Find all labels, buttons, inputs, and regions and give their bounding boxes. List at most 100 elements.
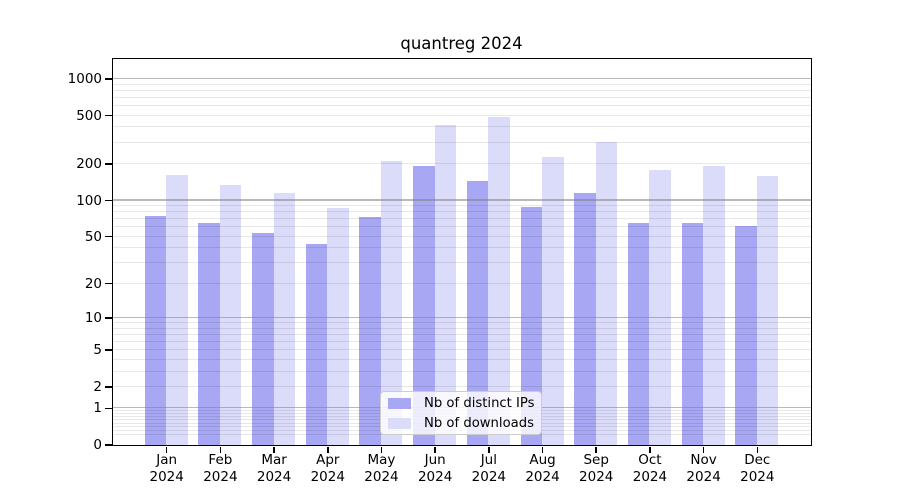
y-tick-label: 10 <box>84 309 102 326</box>
gridline-minor <box>112 105 811 107</box>
bar-oct-nb-of-downloads <box>649 169 671 445</box>
bar-sep-nb-of-downloads <box>595 142 618 445</box>
gridline-minor <box>112 126 811 128</box>
gridline-minor <box>112 385 811 387</box>
bar-may-nb-of-downloads <box>380 161 403 445</box>
gridline-minor <box>112 358 811 360</box>
x-tick <box>380 446 383 453</box>
x-tick <box>219 446 222 453</box>
x-tick-label: Oct 2024 <box>632 452 668 485</box>
plot-area <box>111 57 812 446</box>
y-tick <box>104 407 112 410</box>
legend-label-downloads: Nb of downloads <box>424 415 534 431</box>
y-tick-label: 5 <box>93 342 102 359</box>
legend-label-distinct-ips: Nb of distinct IPs <box>424 395 535 411</box>
bar-aug-nb-of-downloads <box>542 156 564 445</box>
bar-may-nb-of-distinct-ips <box>359 216 381 445</box>
gridline-minor <box>112 282 811 284</box>
gridline-minor <box>112 247 811 249</box>
x-tick-label: Dec 2024 <box>740 452 775 485</box>
chart-title: quantreg 2024 <box>400 34 523 53</box>
gridline-major <box>112 316 811 319</box>
y-tick <box>104 78 112 80</box>
x-tick <box>702 446 705 453</box>
bar-dec-nb-of-distinct-ips <box>735 225 757 445</box>
gridline-minor <box>112 211 811 213</box>
y-tick <box>104 386 112 388</box>
gridline-minor <box>112 141 811 143</box>
x-tick-label: Apr 2024 <box>310 452 345 485</box>
bar-jul-nb-of-distinct-ips <box>466 180 489 445</box>
x-tick-label: Jun 2024 <box>417 452 453 485</box>
gridline-minor <box>112 333 811 335</box>
gridline-minor <box>112 205 811 207</box>
bar-jul-nb-of-downloads <box>488 117 510 445</box>
y-tick-label: 1 <box>93 400 102 417</box>
gridline-minor <box>112 235 811 237</box>
x-tick-label: May 2024 <box>364 452 399 485</box>
x-tick-label: Jan 2024 <box>149 452 184 485</box>
gridline-minor <box>112 322 811 324</box>
bar-jun-nb-of-downloads <box>434 125 457 445</box>
y-tick <box>104 282 112 285</box>
bar-mar-nb-of-downloads <box>273 192 296 445</box>
y-tick-label: 0 <box>93 437 102 453</box>
gridline-minor <box>112 163 811 165</box>
gridline-minor <box>112 89 811 91</box>
bar-feb-nb-of-distinct-ips <box>198 222 220 445</box>
x-tick <box>273 446 275 453</box>
y-tick-label: 100 <box>76 192 102 209</box>
bar-jan-nb-of-distinct-ips <box>144 215 167 445</box>
legend-swatch-distinct-ips <box>388 397 411 409</box>
bar-feb-nb-of-downloads <box>219 184 242 445</box>
bar-jun-nb-of-distinct-ips <box>413 166 435 445</box>
gridline-minor <box>112 226 811 228</box>
gridline-minor <box>112 327 811 329</box>
legend-item-distinct-ips: Nb of distinct IPs <box>388 394 541 412</box>
y-tick <box>104 235 112 238</box>
legend-item-downloads: Nb of downloads <box>388 414 541 432</box>
y-tick <box>104 444 112 446</box>
x-tick-label: Aug 2024 <box>525 452 560 485</box>
x-tick-label: Feb 2024 <box>203 452 238 485</box>
bar-dec-nb-of-downloads <box>756 176 779 445</box>
gridline-minor <box>112 218 811 220</box>
bar-apr-nb-of-downloads <box>327 207 349 445</box>
bar-nov-nb-of-distinct-ips <box>681 222 704 445</box>
gridline-minor <box>112 96 811 98</box>
y-tick <box>104 317 112 319</box>
gridline-minor <box>112 114 811 116</box>
y-tick <box>104 199 112 202</box>
x-tick <box>488 446 490 453</box>
y-tick-label: 2 <box>93 378 102 395</box>
y-tick-label: 200 <box>76 156 102 173</box>
y-tick <box>104 114 112 117</box>
bar-oct-nb-of-distinct-ips <box>627 223 650 445</box>
gridline-major <box>112 77 811 80</box>
x-tick-label: Sep 2024 <box>579 452 614 485</box>
gridline-minor <box>112 262 811 264</box>
y-tick-label: 20 <box>84 275 102 292</box>
bar-aug-nb-of-distinct-ips <box>520 206 543 445</box>
x-tick-label: Jul 2024 <box>471 452 507 485</box>
y-tick <box>104 349 112 351</box>
bar-apr-nb-of-distinct-ips <box>305 244 328 445</box>
bar-sep-nb-of-distinct-ips <box>574 192 596 445</box>
y-tick-label: 500 <box>76 107 102 124</box>
x-tick <box>434 446 436 453</box>
x-tick <box>327 446 329 453</box>
x-tick <box>541 446 544 453</box>
gridline-minor <box>112 340 811 342</box>
bars-layer <box>113 59 811 445</box>
y-tick <box>104 163 112 165</box>
x-tick <box>165 446 168 453</box>
x-tick <box>595 446 597 453</box>
bar-nov-nb-of-downloads <box>703 166 725 445</box>
x-tick <box>649 446 651 453</box>
x-tick <box>756 446 759 453</box>
x-tick-label: Mar 2024 <box>256 452 292 485</box>
legend-swatch-downloads <box>388 417 411 429</box>
